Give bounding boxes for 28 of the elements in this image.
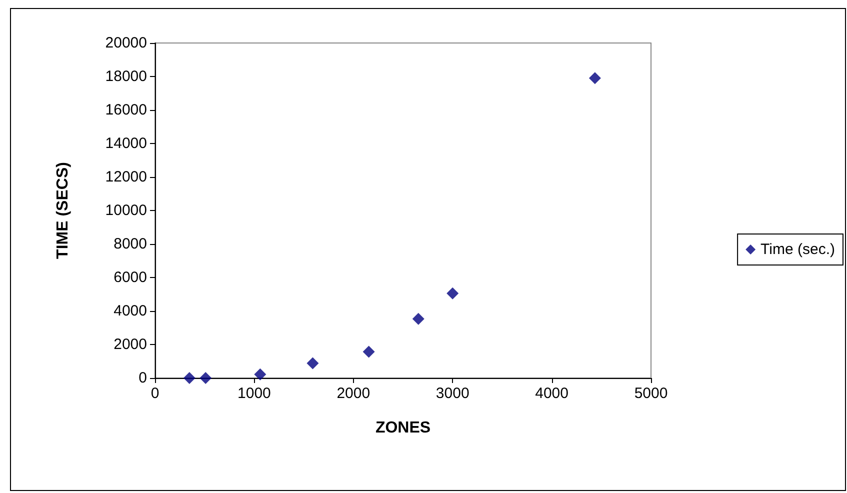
- y-axis-title: TIME (SECS): [54, 162, 72, 259]
- x-tick-label: 3000: [436, 385, 470, 402]
- x-axis-title: ZONES: [375, 420, 431, 436]
- y-tick-label: 14000: [105, 135, 147, 152]
- point: [200, 372, 212, 384]
- point: [254, 368, 266, 380]
- x-tick-label: 2000: [336, 385, 370, 402]
- point: [362, 346, 375, 358]
- legend-label: Time (sec.): [760, 241, 836, 258]
- y-tick-label: 20000: [105, 34, 147, 52]
- y-tick-label: 12000: [105, 168, 147, 186]
- point: [183, 372, 196, 384]
- point: [588, 72, 601, 84]
- x-tick-label: 5000: [634, 385, 668, 402]
- y-tick-label: 10000: [105, 202, 147, 219]
- y-tick-label: 18000: [105, 68, 147, 85]
- y-tick-label: 16000: [105, 102, 147, 118]
- y-tick-label: 4000: [114, 302, 147, 320]
- x-tick-label: 1000: [238, 385, 271, 402]
- y-tick-label: 8000: [114, 236, 147, 252]
- x-tick-label: 0: [150, 385, 160, 402]
- point: [446, 287, 459, 300]
- point: [306, 357, 319, 370]
- y-tick-label: 6000: [114, 269, 147, 286]
- x-tick-label: 4000: [535, 385, 568, 402]
- point: [412, 312, 424, 325]
- y-tick-label: 0: [138, 370, 147, 386]
- y-tick-label: 2000: [114, 336, 147, 353]
